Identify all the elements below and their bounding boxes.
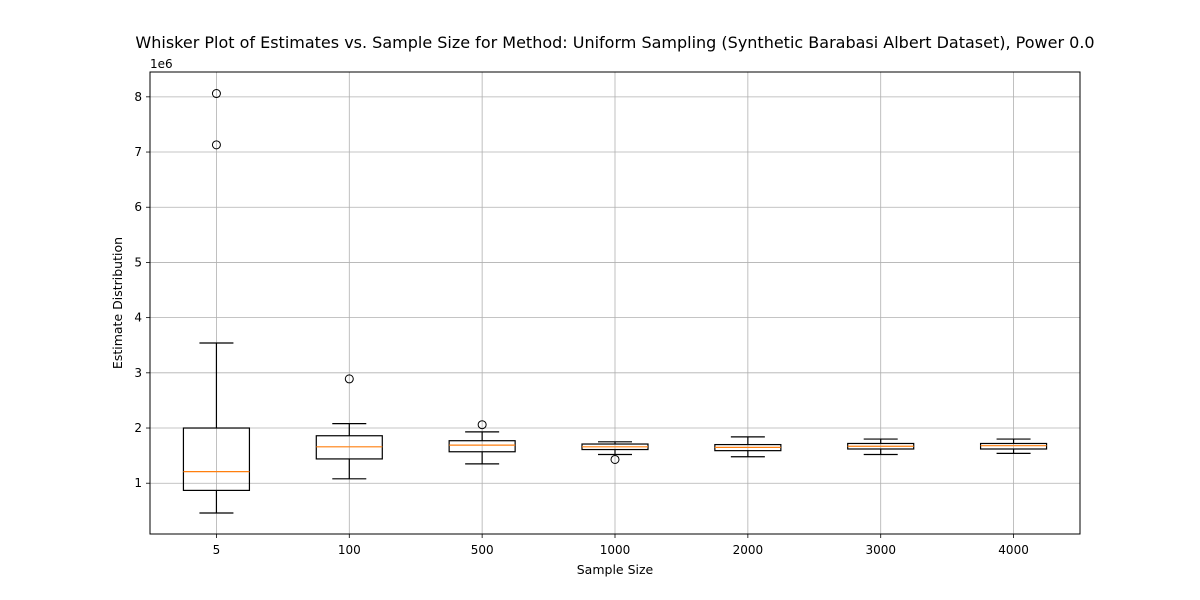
y-tick-label: 8 bbox=[134, 90, 142, 104]
x-tick-label: 3000 bbox=[865, 543, 896, 557]
box-group-4000 bbox=[979, 438, 1048, 455]
x-tick-label: 4000 bbox=[998, 543, 1029, 557]
x-axis-label: Sample Size bbox=[577, 562, 654, 577]
outlier-point bbox=[211, 140, 221, 150]
x-tick-label: 500 bbox=[471, 543, 494, 557]
grid-layer bbox=[150, 72, 1080, 534]
x-tick-label: 100 bbox=[338, 543, 361, 557]
y-tick-label: 5 bbox=[134, 255, 142, 269]
boxes-layer bbox=[182, 89, 1048, 514]
box-group-5 bbox=[182, 89, 251, 514]
outlier-point bbox=[344, 374, 354, 384]
y-axis-ticks: 1 2 3 4 5 6 7 8 bbox=[134, 90, 150, 490]
outlier-point bbox=[477, 420, 487, 430]
y-axis-offset-label: 1e6 bbox=[150, 57, 173, 71]
outlier-point bbox=[610, 454, 620, 464]
x-tick-label: 1000 bbox=[600, 543, 631, 557]
chart-title: Whisker Plot of Estimates vs. Sample Siz… bbox=[135, 33, 1094, 52]
y-tick-label: 4 bbox=[134, 311, 142, 325]
box-iqr bbox=[182, 427, 251, 491]
box-group-3000 bbox=[847, 438, 915, 456]
y-tick-label: 1 bbox=[134, 476, 142, 490]
x-tick-label: 5 bbox=[213, 543, 221, 557]
y-tick-label: 6 bbox=[134, 200, 142, 214]
y-tick-label: 2 bbox=[134, 421, 142, 435]
box-group-500 bbox=[448, 420, 516, 465]
x-tick-label: 2000 bbox=[733, 543, 764, 557]
outlier-point bbox=[211, 89, 221, 99]
box-iqr bbox=[448, 440, 516, 453]
y-tick-label: 7 bbox=[134, 145, 142, 159]
x-axis-ticks: 5 100 500 1000 2000 3000 4000 bbox=[213, 534, 1029, 557]
y-tick-label: 3 bbox=[134, 366, 142, 380]
y-axis-label: Estimate Distribution bbox=[110, 237, 125, 369]
box-group-100 bbox=[315, 374, 383, 480]
box-group-2000 bbox=[714, 436, 782, 458]
box-group-1000 bbox=[581, 441, 649, 464]
